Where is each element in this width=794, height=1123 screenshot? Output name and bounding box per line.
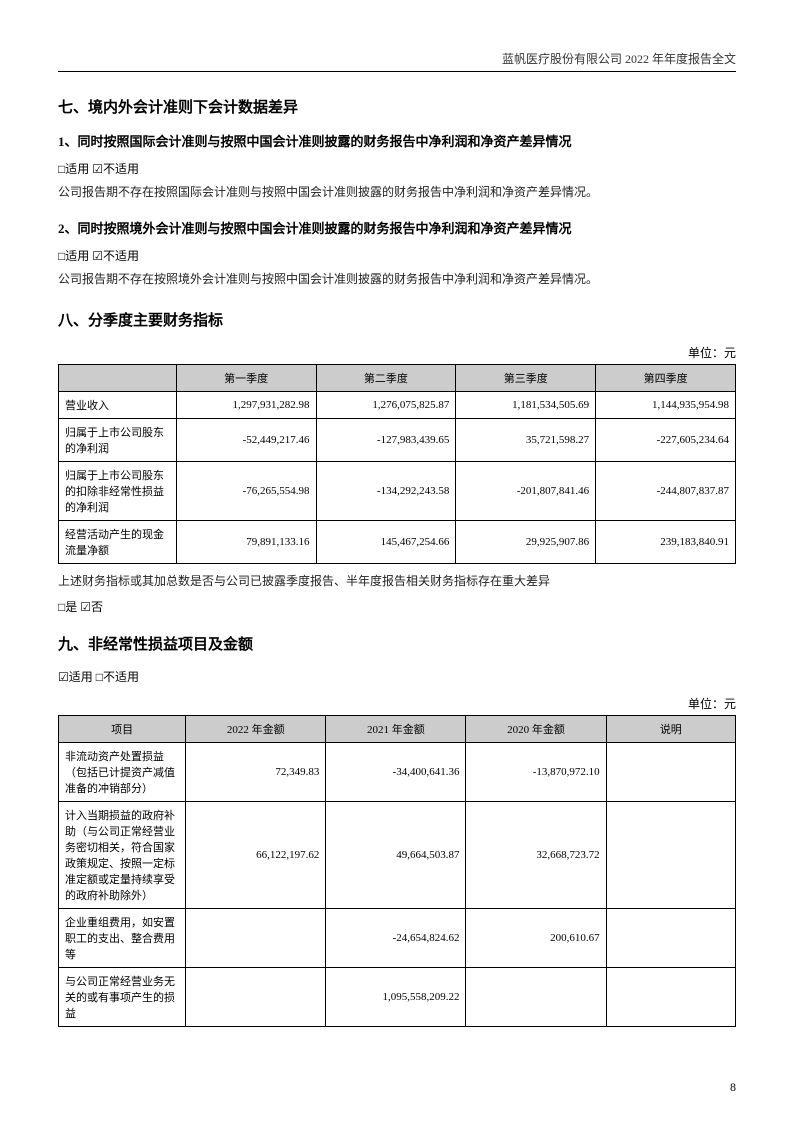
t1-r3-q3: 29,925,907.86	[456, 520, 596, 563]
t1-r0-q3: 1,181,534,505.69	[456, 391, 596, 418]
t1-r2-label: 归属于上市公司股东的扣除非经常性损益的净利润	[59, 461, 177, 520]
t2-r2-b: -24,654,824.62	[326, 909, 466, 968]
section-7-title: 七、境内外会计准则下会计数据差异	[58, 96, 736, 117]
section-8-footer1: 上述财务指标或其加总数是否与公司已披露季度报告、半年度报告相关财务指标存在重大差…	[58, 570, 736, 593]
t1-r3-q4: 239,183,840.91	[596, 520, 736, 563]
t2-r3-label: 与公司正常经营业务无关的或有事项产生的损益	[59, 968, 186, 1027]
table-row: 与公司正常经营业务无关的或有事项产生的损益 1,095,558,209.22	[59, 968, 736, 1027]
t2-r0-c: -13,870,972.10	[466, 743, 606, 802]
t2-r2-label: 企业重组费用，如安置职工的支出、整合费用等	[59, 909, 186, 968]
section-8-title: 八、分季度主要财务指标	[58, 309, 736, 330]
t1-r3-q2: 145,467,254.66	[316, 520, 456, 563]
table-row: 归属于上市公司股东的净利润 -52,449,217.46 -127,983,43…	[59, 418, 736, 461]
page-header: 蓝帆医疗股份有限公司 2022 年年度报告全文	[58, 50, 736, 72]
t1-h2: 第二季度	[316, 364, 456, 391]
t2-r1-a: 66,122,197.62	[186, 802, 326, 909]
t1-r1-label: 归属于上市公司股东的净利润	[59, 418, 177, 461]
t2-r3-d	[606, 968, 735, 1027]
t1-r2-q1: -76,265,554.98	[176, 461, 316, 520]
t1-r2-q3: -201,807,841.46	[456, 461, 596, 520]
page-number: 8	[730, 1080, 736, 1095]
t2-r3-b: 1,095,558,209.22	[326, 968, 466, 1027]
section-8-footer2: □是 ☑否	[58, 598, 736, 615]
t2-h0: 项目	[59, 716, 186, 743]
section-7-2-title: 2、同时按照境外会计准则与按照中国会计准则披露的财务报告中净利润和净资产差异情况	[58, 218, 736, 237]
section-7-1-check: □适用 ☑不适用	[58, 160, 736, 177]
t1-r1-q3: 35,721,598.27	[456, 418, 596, 461]
t1-r1-q4: -227,605,234.64	[596, 418, 736, 461]
table-row: 企业重组费用，如安置职工的支出、整合费用等 -24,654,824.62 200…	[59, 909, 736, 968]
t2-h1: 2022 年金额	[186, 716, 326, 743]
section-9-check: ☑适用 □不适用	[58, 668, 736, 685]
t1-r1-q1: -52,449,217.46	[176, 418, 316, 461]
table-row: 非流动资产处置损益（包括已计提资产减值准备的冲销部分） 72,349.83 -3…	[59, 743, 736, 802]
quarterly-table: 第一季度 第二季度 第三季度 第四季度 营业收入 1,297,931,282.9…	[58, 364, 736, 564]
t1-h0	[59, 364, 177, 391]
t2-r2-d	[606, 909, 735, 968]
t1-r2-q4: -244,807,837.87	[596, 461, 736, 520]
t2-r2-a	[186, 909, 326, 968]
t2-r0-a: 72,349.83	[186, 743, 326, 802]
t1-r0-q4: 1,144,935,954.98	[596, 391, 736, 418]
table-row: 计入当期损益的政府补助（与公司正常经营业务密切相关，符合国家政策规定、按照一定标…	[59, 802, 736, 909]
t2-r1-label: 计入当期损益的政府补助（与公司正常经营业务密切相关，符合国家政策规定、按照一定标…	[59, 802, 186, 909]
table-row: 营业收入 1,297,931,282.98 1,276,075,825.87 1…	[59, 391, 736, 418]
t1-r1-q2: -127,983,439.65	[316, 418, 456, 461]
t2-h3: 2020 年金额	[466, 716, 606, 743]
t1-r0-q2: 1,276,075,825.87	[316, 391, 456, 418]
table-row: 归属于上市公司股东的扣除非经常性损益的净利润 -76,265,554.98 -1…	[59, 461, 736, 520]
t2-h2: 2021 年金额	[326, 716, 466, 743]
section-7-2-check: □适用 ☑不适用	[58, 247, 736, 264]
t1-h3: 第三季度	[456, 364, 596, 391]
t1-r3-label: 经营活动产生的现金流量净额	[59, 520, 177, 563]
t2-r3-a	[186, 968, 326, 1027]
t2-r0-label: 非流动资产处置损益（包括已计提资产减值准备的冲销部分）	[59, 743, 186, 802]
t2-r2-c: 200,610.67	[466, 909, 606, 968]
t1-r2-q2: -134,292,243.58	[316, 461, 456, 520]
t2-r1-c: 32,668,723.72	[466, 802, 606, 909]
t2-r1-d	[606, 802, 735, 909]
table-row: 经营活动产生的现金流量净额 79,891,133.16 145,467,254.…	[59, 520, 736, 563]
section-7-1-body: 公司报告期不存在按照国际会计准则与按照中国会计准则披露的财务报告中净利润和净资产…	[58, 181, 736, 204]
section-8-unit: 单位：元	[58, 344, 736, 361]
t2-r0-b: -34,400,641.36	[326, 743, 466, 802]
t1-h4: 第四季度	[596, 364, 736, 391]
t2-r3-c	[466, 968, 606, 1027]
t1-h1: 第一季度	[176, 364, 316, 391]
t1-r0-q1: 1,297,931,282.98	[176, 391, 316, 418]
t1-r0-label: 营业收入	[59, 391, 177, 418]
t2-r1-b: 49,664,503.87	[326, 802, 466, 909]
section-9-title: 九、非经常性损益项目及金额	[58, 633, 736, 654]
nonrecurring-table: 项目 2022 年金额 2021 年金额 2020 年金额 说明 非流动资产处置…	[58, 715, 736, 1027]
section-9-unit: 单位：元	[58, 695, 736, 712]
t2-r0-d	[606, 743, 735, 802]
section-7-1-title: 1、同时按照国际会计准则与按照中国会计准则披露的财务报告中净利润和净资产差异情况	[58, 131, 736, 150]
t1-r3-q1: 79,891,133.16	[176, 520, 316, 563]
section-7-2-body: 公司报告期不存在按照境外会计准则与按照中国会计准则披露的财务报告中净利润和净资产…	[58, 268, 736, 291]
t2-h4: 说明	[606, 716, 735, 743]
